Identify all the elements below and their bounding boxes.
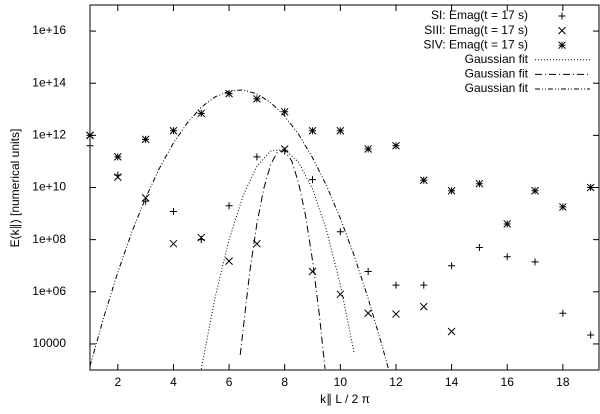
point <box>336 126 345 135</box>
point <box>86 142 94 150</box>
point <box>169 239 178 248</box>
y-axis-label: E(k∥) [numerical units] <box>8 129 22 248</box>
legend-marker <box>558 12 566 20</box>
x-tick-label: 14 <box>445 375 459 389</box>
point <box>419 176 428 185</box>
point <box>475 179 484 188</box>
point <box>531 186 539 195</box>
point <box>308 126 317 135</box>
x-tick-label: 8 <box>281 375 288 389</box>
point <box>586 183 595 192</box>
y-tick-label: 1e+14 <box>32 75 66 89</box>
point <box>253 239 261 248</box>
point <box>142 197 150 205</box>
point <box>392 141 400 150</box>
legend-marker <box>558 26 566 35</box>
point <box>280 145 289 153</box>
legend-marker <box>558 41 566 50</box>
legend-label: SIV: Emag(t = 17 s) <box>423 37 528 51</box>
point <box>197 109 206 118</box>
point <box>253 95 261 103</box>
point <box>141 135 150 144</box>
point <box>503 220 512 228</box>
point <box>559 309 567 317</box>
fit-line <box>200 148 355 370</box>
point <box>447 186 456 195</box>
legend-label: Gaussian fit <box>465 81 529 95</box>
x-tick-label: 6 <box>226 375 233 389</box>
legend-label: Gaussian fit <box>465 67 529 81</box>
point <box>169 126 178 135</box>
point <box>419 302 428 311</box>
legend-label: SIII: Emag(t = 17 s) <box>424 23 528 37</box>
point <box>225 202 233 210</box>
x-tick-label: 4 <box>170 375 177 389</box>
point <box>336 290 345 299</box>
point <box>336 228 344 236</box>
point <box>587 331 595 339</box>
point <box>253 153 261 161</box>
point <box>448 262 456 270</box>
x-tick-label: 10 <box>334 375 348 389</box>
point <box>447 327 456 336</box>
y-tick-label: 1e+16 <box>32 23 66 37</box>
x-tick-label: 2 <box>114 375 121 389</box>
point <box>531 258 539 266</box>
plot-area <box>90 89 390 370</box>
point <box>86 131 94 140</box>
legend-label: Gaussian fit <box>465 52 529 66</box>
x-axis-label: k∥ L / 2 π <box>320 392 370 406</box>
point <box>225 89 233 98</box>
point <box>392 310 400 318</box>
point <box>225 257 233 265</box>
point <box>558 203 567 211</box>
x-tick-label: 16 <box>501 375 515 389</box>
point <box>364 267 372 275</box>
point <box>197 233 206 242</box>
point <box>308 267 317 276</box>
point <box>475 243 483 251</box>
y-tick-label: 1e+06 <box>32 284 66 298</box>
y-tick-label: 1e+10 <box>32 180 66 194</box>
y-tick-label: 1e+08 <box>32 232 66 246</box>
y-tick-label: 1e+12 <box>32 128 66 142</box>
point <box>113 173 122 181</box>
point <box>503 253 511 261</box>
point <box>364 309 372 318</box>
point <box>364 145 372 153</box>
point <box>280 107 289 116</box>
point <box>141 194 150 202</box>
point <box>113 152 122 161</box>
point <box>420 281 428 289</box>
y-tick-label: 10000 <box>33 336 67 350</box>
point <box>169 208 177 216</box>
legend-label: SI: Emag(t = 17 s) <box>431 8 528 22</box>
point <box>309 176 317 184</box>
x-tick-label: 12 <box>389 375 403 389</box>
fit-line <box>90 89 390 370</box>
x-tick-label: 18 <box>556 375 570 389</box>
point <box>392 281 400 289</box>
fit-line <box>239 150 326 369</box>
